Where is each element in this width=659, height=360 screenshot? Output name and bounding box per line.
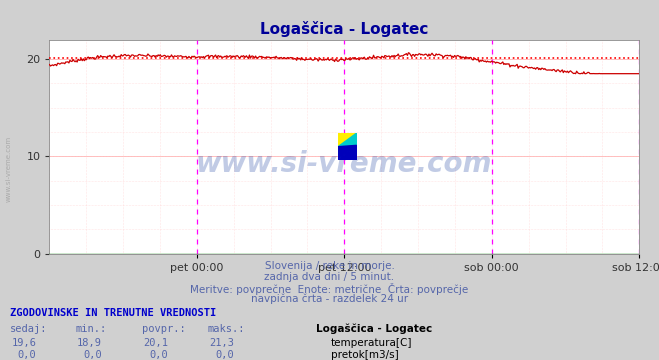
- Text: 0,0: 0,0: [215, 350, 234, 360]
- Polygon shape: [338, 133, 357, 147]
- Text: Logaščica - Logatec: Logaščica - Logatec: [316, 324, 432, 334]
- Text: Meritve: povprečne  Enote: metrične  Črta: povprečje: Meritve: povprečne Enote: metrične Črta:…: [190, 283, 469, 294]
- Text: 0,0: 0,0: [84, 350, 102, 360]
- Text: 20,1: 20,1: [143, 338, 168, 348]
- Text: navpična črta - razdelek 24 ur: navpična črta - razdelek 24 ur: [251, 293, 408, 304]
- Text: maks.:: maks.:: [208, 324, 245, 334]
- Text: temperatura[C]: temperatura[C]: [331, 338, 413, 348]
- Text: sedaj:: sedaj:: [10, 324, 47, 334]
- Text: min.:: min.:: [76, 324, 107, 334]
- Polygon shape: [338, 145, 357, 159]
- Text: ZGODOVINSKE IN TRENUTNE VREDNOSTI: ZGODOVINSKE IN TRENUTNE VREDNOSTI: [10, 308, 216, 318]
- Text: Slovenija / reke in morje.: Slovenija / reke in morje.: [264, 261, 395, 271]
- Title: Logaščica - Logatec: Logaščica - Logatec: [260, 21, 428, 37]
- Text: 19,6: 19,6: [11, 338, 36, 348]
- Text: 18,9: 18,9: [77, 338, 102, 348]
- Text: www.si-vreme.com: www.si-vreme.com: [5, 136, 12, 202]
- Text: 0,0: 0,0: [18, 350, 36, 360]
- Text: www.si-vreme.com: www.si-vreme.com: [196, 150, 492, 178]
- Text: povpr.:: povpr.:: [142, 324, 185, 334]
- Polygon shape: [338, 133, 357, 159]
- Polygon shape: [338, 145, 357, 160]
- Text: pretok[m3/s]: pretok[m3/s]: [331, 350, 399, 360]
- Text: 0,0: 0,0: [150, 350, 168, 360]
- Text: 21,3: 21,3: [209, 338, 234, 348]
- Text: zadnja dva dni / 5 minut.: zadnja dva dni / 5 minut.: [264, 272, 395, 282]
